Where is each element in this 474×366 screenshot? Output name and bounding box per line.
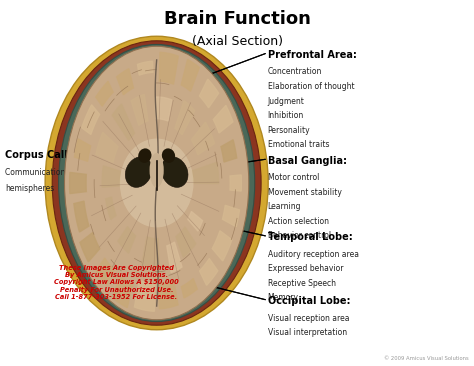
Text: Concentration: Concentration	[268, 67, 322, 76]
Polygon shape	[200, 258, 218, 285]
Text: Communication between: Communication between	[5, 168, 101, 178]
Polygon shape	[155, 97, 172, 121]
Polygon shape	[181, 59, 200, 91]
Polygon shape	[222, 205, 239, 227]
Polygon shape	[230, 175, 241, 191]
Text: (Axial Section): (Axial Section)	[191, 36, 283, 48]
Text: Expressed behavior: Expressed behavior	[268, 264, 343, 273]
Polygon shape	[167, 242, 182, 273]
Polygon shape	[135, 280, 155, 311]
Ellipse shape	[161, 157, 188, 187]
Polygon shape	[117, 69, 134, 95]
Polygon shape	[213, 105, 233, 133]
Ellipse shape	[64, 46, 249, 320]
Text: Corpus Callosum:: Corpus Callosum:	[5, 150, 101, 160]
Polygon shape	[137, 61, 153, 75]
Text: hemispheres: hemispheres	[5, 184, 55, 193]
Polygon shape	[182, 279, 197, 298]
Polygon shape	[102, 166, 121, 187]
Polygon shape	[96, 81, 113, 106]
Polygon shape	[106, 197, 116, 220]
Text: Emotional traits: Emotional traits	[268, 140, 329, 149]
Polygon shape	[176, 227, 196, 257]
Polygon shape	[191, 122, 215, 155]
Text: Occipital Lobe:: Occipital Lobe:	[268, 296, 350, 306]
Text: Action selection: Action selection	[268, 217, 329, 226]
Polygon shape	[175, 101, 195, 135]
Text: Visual reception area: Visual reception area	[268, 314, 349, 322]
Text: Judgment: Judgment	[268, 97, 305, 105]
Polygon shape	[74, 201, 89, 232]
Text: Elaboration of thought: Elaboration of thought	[268, 82, 355, 91]
Text: Behavior control: Behavior control	[268, 231, 331, 240]
Polygon shape	[188, 212, 202, 231]
Polygon shape	[112, 104, 135, 141]
Text: Prefrontal Area:: Prefrontal Area:	[268, 50, 356, 60]
Polygon shape	[80, 232, 100, 262]
Text: Personality: Personality	[268, 126, 310, 135]
Polygon shape	[159, 280, 178, 309]
Polygon shape	[200, 79, 219, 108]
Polygon shape	[112, 277, 133, 308]
Polygon shape	[221, 140, 237, 162]
Ellipse shape	[125, 157, 152, 187]
Text: These Images Are Copyrighted
By Amicus Visual Solutions.
Copyright Law Allows A : These Images Are Copyrighted By Amicus V…	[54, 265, 179, 300]
Ellipse shape	[45, 36, 268, 330]
Text: Temporal Lobe:: Temporal Lobe:	[268, 232, 353, 242]
Ellipse shape	[52, 41, 261, 325]
Ellipse shape	[150, 153, 164, 187]
Polygon shape	[131, 94, 148, 126]
Ellipse shape	[120, 139, 193, 227]
Polygon shape	[96, 132, 118, 163]
Ellipse shape	[59, 44, 255, 322]
Text: Memory: Memory	[268, 294, 299, 302]
Polygon shape	[74, 139, 91, 161]
Polygon shape	[192, 162, 219, 184]
Polygon shape	[118, 227, 136, 253]
Text: Basal Ganglia:: Basal Ganglia:	[268, 156, 346, 166]
Polygon shape	[142, 237, 159, 268]
Text: Motor control: Motor control	[268, 173, 319, 182]
Polygon shape	[96, 258, 114, 285]
Text: © 2009 Amicus Visual Solutions: © 2009 Amicus Visual Solutions	[384, 356, 469, 361]
Polygon shape	[70, 172, 86, 194]
Text: Receptive Speech: Receptive Speech	[268, 279, 336, 288]
Text: Learning: Learning	[268, 202, 301, 211]
Polygon shape	[212, 231, 232, 261]
Text: Inhibition: Inhibition	[268, 111, 304, 120]
Text: Movement stability: Movement stability	[268, 188, 342, 197]
Text: Visual interpretation: Visual interpretation	[268, 328, 347, 337]
Ellipse shape	[162, 148, 175, 163]
Text: Brain Function: Brain Function	[164, 10, 310, 28]
Ellipse shape	[138, 148, 152, 163]
Polygon shape	[82, 105, 100, 135]
Polygon shape	[159, 52, 178, 84]
Text: Auditory reception area: Auditory reception area	[268, 250, 359, 259]
